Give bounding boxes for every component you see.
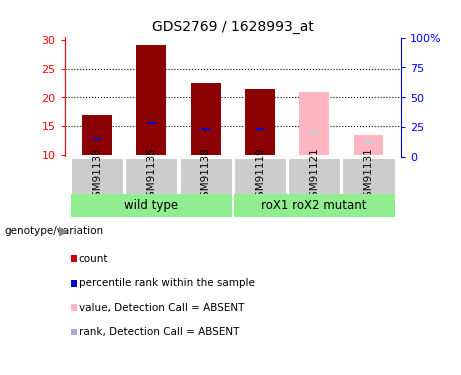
- FancyBboxPatch shape: [125, 158, 177, 194]
- Bar: [310, 131, 319, 133]
- Text: wild type: wild type: [124, 199, 178, 212]
- Text: GSM91121: GSM91121: [309, 147, 319, 204]
- FancyBboxPatch shape: [234, 194, 395, 217]
- Text: percentile rank within the sample: percentile rank within the sample: [78, 278, 254, 288]
- Text: ▶: ▶: [59, 224, 68, 237]
- FancyBboxPatch shape: [71, 194, 232, 217]
- FancyBboxPatch shape: [71, 158, 123, 194]
- Bar: [364, 142, 372, 144]
- Text: GSM91138: GSM91138: [201, 147, 211, 204]
- Text: GSM91119: GSM91119: [255, 147, 265, 204]
- Bar: [354, 135, 384, 154]
- Bar: [256, 128, 264, 130]
- Bar: [93, 138, 101, 140]
- Bar: [136, 45, 166, 154]
- Bar: [191, 83, 221, 154]
- Text: rank, Detection Call = ABSENT: rank, Detection Call = ABSENT: [78, 327, 239, 337]
- FancyBboxPatch shape: [180, 158, 232, 194]
- Bar: [299, 92, 329, 154]
- Text: GSM91131: GSM91131: [364, 147, 373, 204]
- Bar: [82, 115, 112, 154]
- Text: roX1 roX2 mutant: roX1 roX2 mutant: [261, 199, 367, 212]
- Text: genotype/variation: genotype/variation: [5, 226, 104, 236]
- FancyBboxPatch shape: [343, 158, 395, 194]
- Title: GDS2769 / 1628993_at: GDS2769 / 1628993_at: [152, 20, 314, 34]
- Text: count: count: [78, 254, 108, 264]
- Bar: [245, 89, 275, 154]
- Bar: [201, 128, 210, 130]
- Text: GSM91135: GSM91135: [147, 147, 156, 204]
- Bar: [147, 122, 155, 124]
- Text: value, Detection Call = ABSENT: value, Detection Call = ABSENT: [78, 303, 244, 312]
- FancyBboxPatch shape: [234, 158, 286, 194]
- Text: GSM91133: GSM91133: [92, 147, 102, 204]
- FancyBboxPatch shape: [288, 158, 340, 194]
